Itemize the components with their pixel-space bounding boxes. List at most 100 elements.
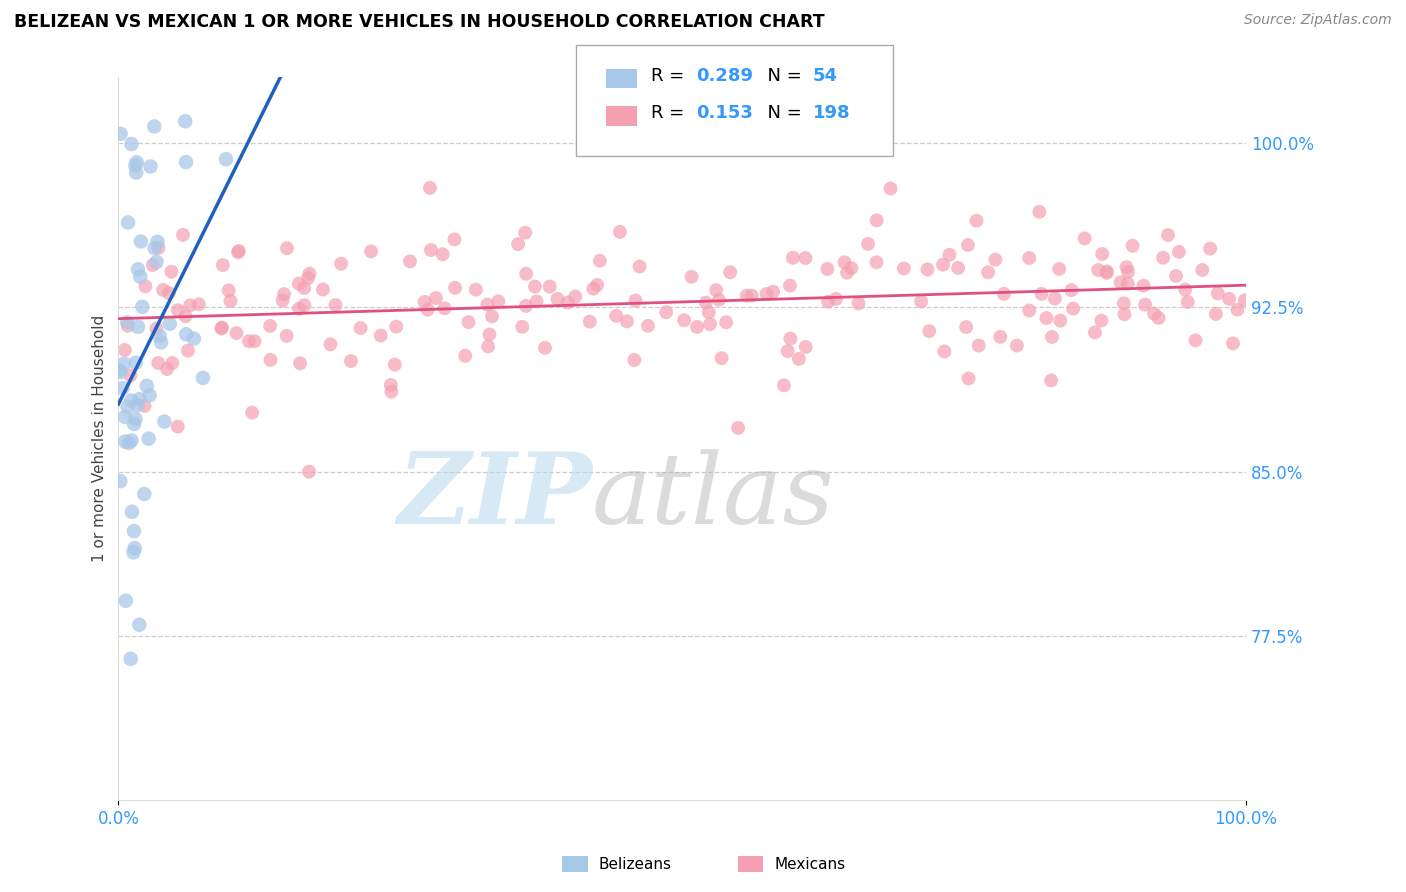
Point (120, 368, 142, 383)
Point (707, 293, 730, 307)
Point (174, 310, 197, 324)
Point (276, 329, 298, 343)
Point (122, 545, 145, 559)
Point (174, 327, 197, 342)
Point (1049, 313, 1071, 327)
Point (152, 283, 174, 297)
Point (127, 398, 149, 412)
Point (1206, 286, 1229, 301)
Point (1164, 268, 1187, 283)
Point (122, 524, 145, 538)
Point (1040, 330, 1063, 344)
Point (114, 343, 136, 357)
Point (174, 155, 197, 169)
Point (1084, 326, 1107, 340)
Point (524, 279, 547, 293)
Point (879, 181, 901, 195)
Point (143, 241, 166, 255)
Point (955, 320, 977, 334)
Point (443, 232, 465, 246)
Point (534, 341, 557, 355)
Point (127, 319, 149, 334)
Point (510, 319, 533, 334)
Point (557, 295, 579, 310)
Point (1177, 295, 1199, 310)
Point (128, 617, 150, 632)
Point (817, 294, 839, 309)
Point (1087, 263, 1109, 277)
Point (399, 254, 422, 268)
Point (349, 321, 371, 335)
Point (228, 244, 250, 258)
Point (150, 335, 173, 350)
Point (121, 434, 143, 448)
Point (699, 318, 721, 332)
Point (755, 287, 778, 301)
Point (486, 294, 509, 309)
Point (1133, 298, 1156, 312)
Point (938, 248, 960, 262)
Point (564, 289, 586, 303)
Point (138, 388, 160, 402)
Point (1043, 292, 1066, 306)
Point (125, 155, 148, 169)
Point (834, 255, 856, 269)
Point (135, 379, 157, 393)
Point (425, 291, 447, 305)
Point (108, 363, 131, 377)
Point (183, 332, 205, 346)
Point (1205, 307, 1227, 321)
Point (432, 247, 454, 261)
Point (835, 266, 858, 280)
Text: Source: ZipAtlas.com: Source: ZipAtlas.com (1244, 13, 1392, 28)
Point (420, 243, 443, 257)
Point (380, 378, 402, 392)
Point (988, 330, 1011, 344)
Point (179, 298, 201, 312)
Point (1157, 227, 1180, 242)
Point (385, 319, 408, 334)
Point (773, 378, 796, 392)
Text: R =: R = (651, 104, 690, 122)
Point (695, 295, 717, 310)
Point (1199, 242, 1222, 256)
Point (330, 257, 353, 271)
Point (454, 349, 477, 363)
Point (122, 417, 145, 431)
Point (134, 399, 156, 413)
Point (464, 283, 486, 297)
Text: R =: R = (651, 67, 690, 85)
Point (1132, 278, 1154, 293)
Point (124, 159, 146, 173)
Point (112, 357, 135, 371)
Point (215, 152, 238, 166)
Point (1122, 239, 1144, 253)
Point (134, 279, 156, 293)
Point (276, 241, 298, 255)
Point (167, 303, 190, 318)
Point (211, 320, 233, 334)
Point (515, 299, 537, 313)
Point (1184, 334, 1206, 348)
Point (340, 354, 363, 368)
Point (128, 392, 150, 406)
Point (1147, 310, 1170, 325)
Point (225, 326, 247, 340)
Point (1222, 336, 1244, 351)
Point (288, 277, 311, 291)
Point (120, 652, 142, 666)
Point (605, 309, 627, 323)
Point (1233, 293, 1256, 308)
Point (1116, 277, 1139, 291)
Point (623, 353, 645, 368)
Point (932, 258, 955, 272)
Point (288, 301, 311, 316)
Point (866, 213, 889, 227)
Point (129, 235, 152, 249)
Point (1116, 265, 1139, 279)
Point (125, 165, 148, 179)
Point (145, 255, 167, 269)
Point (298, 267, 321, 281)
Point (917, 262, 939, 277)
Point (138, 432, 160, 446)
